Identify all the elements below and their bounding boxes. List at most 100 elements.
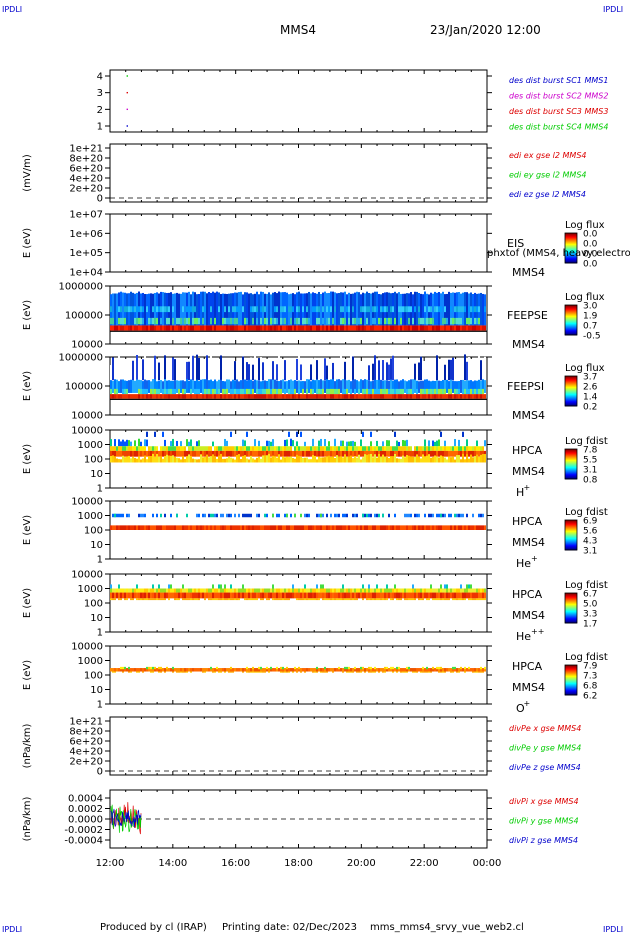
spectrogram-cell <box>238 306 240 313</box>
spectrogram-cell <box>200 588 202 593</box>
spectrogram-cell <box>246 666 248 670</box>
spectrogram-cell <box>132 668 134 672</box>
spectrogram-cell <box>276 525 278 530</box>
spectrogram-cell <box>380 379 382 393</box>
spectrogram-cell <box>190 388 192 395</box>
spectrogram-cell <box>280 588 282 593</box>
spectrogram-cell <box>380 592 382 599</box>
spectrogram-cell <box>220 450 222 457</box>
spectrogram-cell <box>136 592 138 599</box>
spectrogram-cell <box>298 325 300 331</box>
spectrogram-cell <box>120 317 122 325</box>
spectrogram-cell <box>440 325 442 331</box>
spectrogram-cell <box>418 592 420 599</box>
spectrogram-cell <box>376 450 378 457</box>
colorbar-frame <box>564 592 578 624</box>
spectrogram-cell <box>218 306 220 313</box>
spectrogram-cell <box>228 598 230 601</box>
spectrogram-cell <box>226 450 228 457</box>
spectrogram-cell <box>432 440 434 447</box>
spectrogram-cell <box>120 394 122 399</box>
spectrogram-cell <box>388 388 390 395</box>
spectrogram-cell <box>366 525 368 530</box>
spectrogram-cell <box>432 293 434 326</box>
spectrogram-cell <box>114 671 116 673</box>
spectrogram-cell <box>122 525 124 530</box>
spectrogram-cell <box>120 513 122 518</box>
spectrogram-cell <box>228 446 230 451</box>
spectrogram-cell <box>296 381 298 393</box>
y-tick-label: 1 <box>97 555 103 566</box>
spectrogram-cell <box>396 293 398 326</box>
spectrogram-cell <box>186 394 188 399</box>
colorbar-segment <box>565 536 577 538</box>
spectrogram-cell <box>216 446 218 451</box>
spectrogram-cell <box>268 450 270 457</box>
y-axis-label: (mV/m) <box>22 154 33 192</box>
spectrogram-cell <box>428 394 430 399</box>
spectrogram-cell <box>424 513 426 518</box>
spectrogram-cell <box>400 306 402 313</box>
spectrogram-cell <box>190 525 192 530</box>
spectrogram-cell <box>388 440 390 447</box>
spectrogram-cell <box>190 379 192 393</box>
spectrogram-cell <box>484 525 486 530</box>
spectrogram-cell <box>368 454 370 463</box>
spectrogram-cell <box>180 671 182 673</box>
spectrogram-cell <box>340 588 342 593</box>
spectrogram-cell <box>416 588 418 593</box>
spectrogram-cell <box>342 525 344 530</box>
spectrogram-cell <box>372 668 374 672</box>
spectrogram-cell <box>354 317 356 325</box>
spectrogram-cell <box>392 446 394 451</box>
spectrogram-cell <box>232 450 234 457</box>
spectrogram-cell <box>306 457 308 463</box>
spectrogram-cell <box>428 446 430 451</box>
spectrogram-cell <box>224 357 226 381</box>
spectrogram-cell <box>356 450 358 457</box>
colorbar-segment <box>565 244 577 246</box>
spectrogram-cell <box>424 450 426 457</box>
spectrogram-cell <box>126 456 128 463</box>
spectrogram-cell <box>194 446 196 451</box>
spectrogram-cell <box>344 454 346 463</box>
spectrogram-cell <box>224 525 226 530</box>
spectrogram-cell <box>194 394 196 399</box>
spectrogram-cell <box>424 379 426 393</box>
spectrogram-cell <box>210 513 212 518</box>
spectrogram-cell <box>126 588 128 593</box>
spectrogram-cell <box>380 588 382 593</box>
spectrogram-cell <box>272 394 274 399</box>
spectrogram-cell <box>328 365 330 381</box>
spectrogram-cell <box>290 325 292 331</box>
spectrogram-cell <box>258 446 260 451</box>
spectrogram-cell <box>268 598 270 601</box>
spectrogram-cell <box>160 325 162 331</box>
spectrogram-cell <box>172 455 174 463</box>
spectrogram-cell <box>394 592 396 599</box>
spectrogram-cell <box>156 388 158 395</box>
spectrogram-cell <box>426 588 428 593</box>
spectrogram-cell <box>268 379 270 393</box>
spectrogram-cell <box>128 592 130 599</box>
spectrogram-cell <box>304 588 306 593</box>
spectrogram-cell <box>126 446 128 451</box>
colorbar-tick-label: -0.5 <box>583 332 601 342</box>
spectrogram-cell <box>342 450 344 457</box>
spectrogram-cell <box>474 317 476 325</box>
spectrogram-cell <box>154 668 156 672</box>
spectrogram-cell <box>396 458 398 463</box>
spectrogram-cell <box>414 525 416 530</box>
spectrogram-cell <box>448 668 450 672</box>
spectrogram-cell <box>274 588 276 593</box>
spectrogram-cell <box>438 394 440 399</box>
spectrogram-cell <box>288 457 290 463</box>
spectrogram-cell <box>484 666 486 670</box>
spectrogram-cell <box>328 325 330 331</box>
spectrogram-cell <box>482 325 484 331</box>
spectrogram-cell <box>186 671 188 673</box>
spectrogram-cell <box>262 325 264 331</box>
spectrogram-cell <box>216 592 218 599</box>
colorbar-segment <box>565 675 577 677</box>
spectrogram-cell <box>270 317 272 325</box>
